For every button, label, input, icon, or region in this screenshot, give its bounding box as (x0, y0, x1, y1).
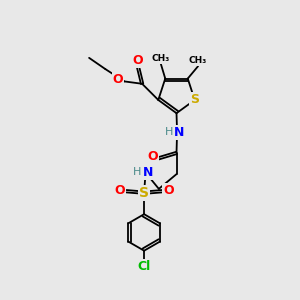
Text: H: H (165, 127, 173, 137)
Text: CH₃: CH₃ (189, 56, 207, 65)
Text: N: N (143, 166, 153, 179)
Text: O: O (163, 184, 174, 197)
Text: S: S (139, 186, 149, 200)
Text: N: N (174, 126, 184, 139)
Text: CH₃: CH₃ (152, 54, 170, 63)
Text: H: H (133, 167, 142, 177)
Text: S: S (190, 94, 199, 106)
Text: O: O (132, 54, 143, 67)
Text: Cl: Cl (137, 260, 151, 273)
Text: O: O (115, 184, 125, 197)
Text: O: O (148, 150, 158, 163)
Text: O: O (112, 74, 123, 86)
